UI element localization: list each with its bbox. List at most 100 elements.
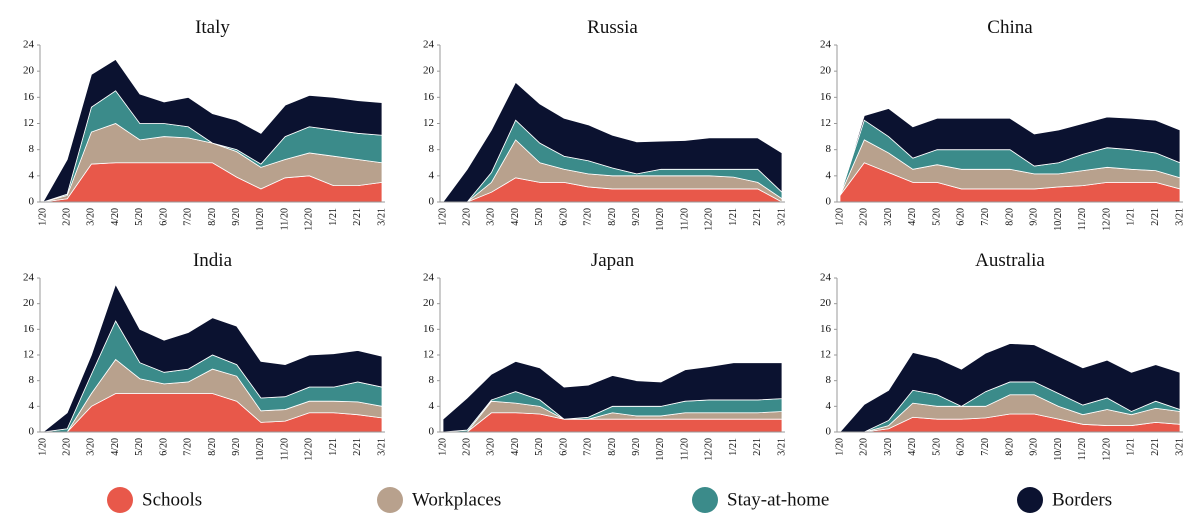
x-tick-label: 9/20 xyxy=(631,438,642,456)
y-tick-label: 20 xyxy=(820,65,832,77)
chart-title: Russia xyxy=(587,17,638,38)
y-tick-label: 0 xyxy=(29,196,35,208)
x-tick-label: 1/20 xyxy=(437,208,448,226)
x-tick-label: 10/20 xyxy=(1053,208,1064,231)
x-tick-label: 5/20 xyxy=(931,208,942,226)
x-tick-label: 2/20 xyxy=(859,438,870,456)
x-tick-label: 1/21 xyxy=(1126,438,1137,456)
x-tick-label: 8/20 xyxy=(207,208,218,226)
y-tick-label: 4 xyxy=(429,169,435,181)
x-tick-label: 10/20 xyxy=(255,438,266,461)
y-tick-label: 24 xyxy=(23,39,35,51)
x-tick-label: 8/20 xyxy=(607,438,618,456)
x-tick-label: 8/20 xyxy=(1004,438,1015,456)
legend-marker xyxy=(1017,487,1043,513)
legend-marker xyxy=(692,487,718,513)
x-tick-label: 3/20 xyxy=(883,438,894,456)
x-tick-label: 7/20 xyxy=(980,438,991,456)
y-tick-label: 0 xyxy=(29,426,35,438)
x-tick-label: 7/20 xyxy=(183,208,194,226)
x-tick-label: 3/20 xyxy=(486,208,497,226)
x-tick-label: 2/20 xyxy=(62,438,73,456)
y-tick-label: 12 xyxy=(23,349,34,361)
chart-title: Japan xyxy=(591,250,635,271)
y-tick-label: 24 xyxy=(23,272,35,284)
x-tick-label: 4/20 xyxy=(907,438,918,456)
x-tick-label: 12/20 xyxy=(1101,208,1112,231)
y-tick-label: 8 xyxy=(29,374,35,386)
legend-label: Workplaces xyxy=(412,489,501,510)
y-tick-label: 8 xyxy=(826,374,832,386)
area xyxy=(442,81,783,203)
y-tick-label: 0 xyxy=(826,196,832,208)
legend-label: Stay-at-home xyxy=(727,489,829,510)
x-tick-label: 2/20 xyxy=(462,438,473,456)
y-tick-label: 16 xyxy=(23,323,35,335)
chart-title: Italy xyxy=(195,17,230,38)
x-tick-label: 1/21 xyxy=(1126,208,1137,226)
x-tick-label: 11/20 xyxy=(1077,438,1088,460)
x-tick-label: 5/20 xyxy=(534,438,545,456)
x-tick-label: 7/20 xyxy=(583,438,594,456)
y-tick-label: 0 xyxy=(429,196,435,208)
x-tick-label: 6/20 xyxy=(158,208,169,226)
chart-title: India xyxy=(193,250,233,271)
x-tick-label: 6/20 xyxy=(956,208,967,226)
x-tick-label: 1/20 xyxy=(37,438,48,456)
x-tick-label: 3/21 xyxy=(376,438,387,456)
x-tick-label: 5/20 xyxy=(534,208,545,226)
area xyxy=(41,283,383,433)
x-tick-label: 2/20 xyxy=(62,208,73,226)
chart-title: Australia xyxy=(975,250,1045,271)
x-tick-label: 2/21 xyxy=(1150,438,1161,456)
x-tick-label: 7/20 xyxy=(980,208,991,226)
x-tick-label: 8/20 xyxy=(207,438,218,456)
y-tick-label: 24 xyxy=(820,39,832,51)
y-tick-label: 0 xyxy=(429,426,435,438)
area xyxy=(839,343,1181,433)
x-tick-label: 1/20 xyxy=(437,438,448,456)
x-tick-label: 3/20 xyxy=(883,208,894,226)
x-tick-label: 12/20 xyxy=(304,208,315,231)
x-tick-label: 9/20 xyxy=(631,208,642,226)
x-tick-label: 3/20 xyxy=(486,438,497,456)
y-tick-label: 8 xyxy=(29,143,35,155)
x-tick-label: 1/21 xyxy=(728,438,739,456)
x-tick-label: 1/21 xyxy=(728,208,739,226)
x-tick-label: 3/21 xyxy=(1174,438,1185,456)
x-tick-label: 9/20 xyxy=(231,438,242,456)
x-tick-label: 2/21 xyxy=(1150,208,1161,226)
x-tick-label: 3/21 xyxy=(1174,208,1185,226)
y-tick-label: 20 xyxy=(23,297,35,309)
area xyxy=(442,360,783,433)
x-tick-label: 2/20 xyxy=(859,208,870,226)
x-tick-label: 1/21 xyxy=(328,438,339,456)
x-tick-label: 2/21 xyxy=(752,438,763,456)
x-tick-label: 5/20 xyxy=(931,438,942,456)
x-tick-label: 5/20 xyxy=(134,208,145,226)
y-tick-label: 16 xyxy=(820,323,832,335)
legend-marker xyxy=(377,487,403,513)
x-tick-label: 5/20 xyxy=(134,438,145,456)
x-tick-label: 10/20 xyxy=(655,438,666,461)
x-tick-label: 4/20 xyxy=(110,438,121,456)
y-tick-label: 4 xyxy=(429,400,435,412)
x-tick-label: 7/20 xyxy=(183,438,194,456)
y-tick-label: 12 xyxy=(820,349,831,361)
y-tick-label: 4 xyxy=(29,169,35,181)
x-tick-label: 4/20 xyxy=(907,208,918,226)
y-tick-label: 12 xyxy=(23,117,34,129)
x-tick-label: 9/20 xyxy=(231,208,242,226)
x-tick-label: 10/20 xyxy=(655,208,666,231)
y-tick-label: 8 xyxy=(429,374,435,386)
y-tick-label: 16 xyxy=(423,91,435,103)
x-tick-label: 6/20 xyxy=(158,438,169,456)
x-tick-label: 2/21 xyxy=(352,208,363,226)
x-tick-label: 3/20 xyxy=(86,208,97,226)
x-tick-label: 11/20 xyxy=(679,438,690,460)
y-tick-label: 4 xyxy=(826,169,832,181)
x-tick-label: 3/21 xyxy=(776,438,787,456)
y-tick-label: 24 xyxy=(423,272,435,284)
